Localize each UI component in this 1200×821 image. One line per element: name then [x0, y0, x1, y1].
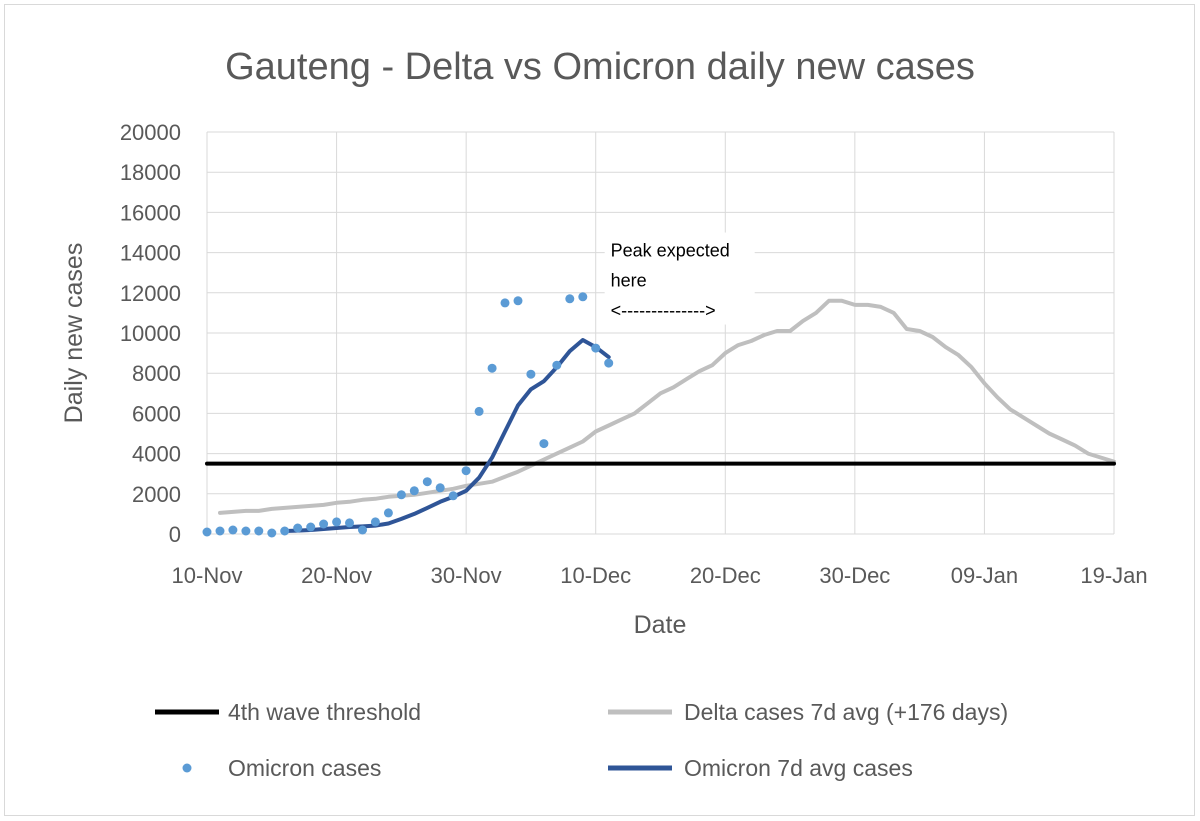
omicron-case-point — [345, 518, 354, 528]
omicron-case-point — [578, 292, 588, 302]
grid — [206, 131, 1115, 535]
annotation-line: Peak expected — [611, 241, 730, 261]
annotation-line: <--------------> — [611, 301, 716, 321]
omicron-case-point — [202, 527, 212, 537]
annotation: Peak expected here <--------------> — [604, 232, 755, 325]
omicron-case-point — [370, 517, 380, 527]
omicron-case-point — [306, 522, 316, 532]
omicron-case-point — [435, 483, 445, 493]
legend-label-delta-cases-7d-avg-176-days: Delta cases 7d avg (+176 days) — [684, 699, 1008, 725]
legend-label-omicron-cases: Omicron cases — [228, 755, 381, 781]
y-tick-label: 2000 — [132, 482, 181, 507]
omicron-case-point — [228, 525, 238, 535]
omicron-case-point — [254, 526, 264, 536]
annotation-line: here — [611, 271, 647, 291]
omicron-case-point — [319, 519, 329, 529]
series-line-omicron-7d-avg-cases — [282, 338, 611, 533]
x-axis-label: Date — [634, 611, 687, 639]
omicron-case-point — [332, 517, 342, 527]
omicron-case-point — [215, 526, 225, 536]
y-tick-label: 20000 — [120, 120, 181, 145]
legend: 4th wave threshold Delta cases 7d avg (+1… — [155, 699, 1008, 781]
omicron-case-point — [422, 477, 432, 487]
legend-label-omicron-7d-avg-cases: Omicron 7d avg cases — [684, 755, 913, 781]
y-tick-label: 0 — [169, 522, 181, 547]
omicron-case-point — [552, 360, 562, 370]
omicron-case-point — [383, 508, 393, 518]
x-tick-label: 30-Nov — [431, 563, 502, 588]
chart-frame — [4, 4, 1195, 816]
omicron-case-point — [396, 490, 406, 500]
x-tick-label: 10-Nov — [172, 563, 243, 588]
omicron-case-point — [358, 525, 367, 535]
legend-label-4th-wave-threshold: 4th wave threshold — [228, 699, 421, 725]
y-tick-label: 4000 — [132, 442, 181, 467]
omicron-case-point — [241, 526, 251, 536]
omicron-case-point — [526, 369, 536, 379]
x-tick-label: 20-Dec — [690, 563, 761, 588]
legend-swatch-omicron-cases — [182, 763, 192, 773]
y-tick-label: 14000 — [120, 241, 181, 266]
y-tick-label: 10000 — [120, 321, 181, 346]
x-tick-label: 20-Nov — [301, 563, 372, 588]
series-line-delta-cases-7d-avg-176-days — [218, 298, 1116, 515]
omicron-case-point — [280, 526, 290, 536]
omicron-case-point — [293, 523, 303, 533]
x-tick-label: 10-Dec — [560, 563, 631, 588]
y-tick-label: 6000 — [132, 401, 181, 426]
omicron-case-point — [474, 406, 484, 416]
omicron-case-point — [513, 296, 523, 306]
y-tick-label: 18000 — [120, 160, 181, 185]
x-tick-label: 19-Jan — [1080, 563, 1147, 588]
x-tick-labels: 10-Nov 20-Nov 30-Nov 10-Dec 20-Dec 30-Dec 09-J… — [172, 563, 1148, 588]
omicron-case-point — [267, 528, 277, 538]
omicron-case-point — [500, 298, 510, 308]
y-tick-label: 16000 — [120, 200, 181, 225]
y-tick-label: 12000 — [120, 281, 181, 306]
y-axis-label: Daily new cases — [60, 243, 88, 424]
omicron-case-point — [409, 486, 419, 496]
y-tick-labels: 0 2000 4000 6000 8000 10000 12000 14000 16000 180… — [120, 120, 181, 547]
omicron-case-point — [448, 491, 458, 501]
omicron-case-point — [487, 363, 497, 373]
omicron-case-point — [461, 466, 471, 476]
series-layer — [202, 292, 1116, 538]
annotation-box — [604, 232, 755, 325]
y-tick-label: 8000 — [132, 361, 181, 386]
chart-title: Gauteng - Delta vs Omicron daily new cas… — [225, 46, 975, 88]
omicron-case-point — [591, 343, 601, 353]
x-tick-label: 30-Dec — [819, 563, 890, 588]
omicron-case-point — [604, 358, 614, 368]
omicron-case-point — [539, 439, 549, 449]
omicron-case-point — [565, 294, 575, 304]
x-tick-label: 09-Jan — [951, 563, 1018, 588]
